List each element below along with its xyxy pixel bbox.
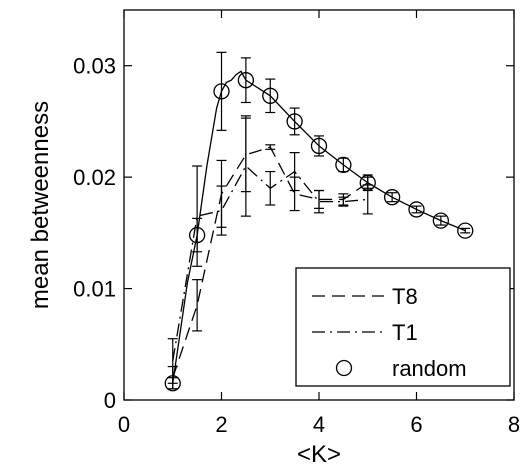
legend: T8 T1 random bbox=[295, 267, 511, 387]
x-axis-title: <K> bbox=[297, 441, 341, 468]
data-point-random bbox=[310, 137, 328, 155]
data-point-random bbox=[164, 375, 181, 392]
data-point-random bbox=[457, 222, 474, 239]
data-point-random bbox=[432, 212, 450, 229]
x-tick-label: 0 bbox=[118, 412, 130, 437]
data-point-random bbox=[262, 87, 279, 104]
data-point-random bbox=[286, 113, 303, 130]
data-point-random bbox=[335, 156, 352, 174]
legend-box bbox=[295, 267, 511, 387]
series-line-random bbox=[172, 70, 466, 384]
y-tick-label: 0.03 bbox=[73, 54, 116, 79]
data-point-random bbox=[213, 83, 230, 100]
data-point-random bbox=[237, 72, 255, 89]
y-axis-title: mean betweenness bbox=[27, 101, 54, 309]
data-point-random bbox=[408, 201, 425, 218]
y-tick-label: 0.01 bbox=[73, 277, 116, 302]
axes: 0 2 4 6 8 0 0.01 0.02 0.03 <K> mean betweenness bbox=[27, 9, 520, 468]
x-tick-label: 2 bbox=[215, 412, 227, 437]
plot-area bbox=[164, 51, 474, 392]
legend-label-t8: T8 bbox=[392, 284, 418, 309]
y-tick-label: 0 bbox=[104, 388, 116, 413]
legend-label-random: random bbox=[392, 356, 467, 381]
data-point-random bbox=[383, 189, 401, 206]
x-tick-label: 6 bbox=[410, 412, 422, 437]
data-point-random bbox=[188, 226, 206, 244]
legend-label-t1: T1 bbox=[392, 320, 418, 345]
data-point-random bbox=[359, 174, 376, 191]
legend-marker-random bbox=[335, 359, 353, 377]
x-tick-label: 4 bbox=[313, 412, 325, 437]
series-line-t8 bbox=[172, 146, 369, 378]
y-tick-label: 0.02 bbox=[73, 165, 116, 190]
series-line-t1 bbox=[172, 164, 368, 362]
x-tick-label: 8 bbox=[508, 412, 520, 437]
